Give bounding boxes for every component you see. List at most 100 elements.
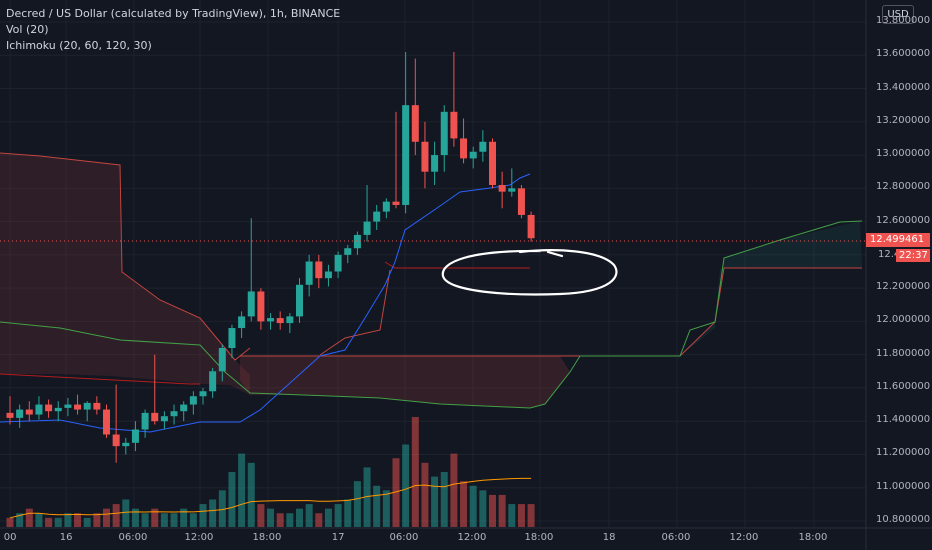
chart-legend: Decred / US Dollar (calculated by Tradin… [6,6,340,54]
volume-bar [363,467,371,527]
candle-body [218,348,226,372]
volume-bar [344,499,352,527]
candle-body [479,141,487,152]
candle [508,168,516,197]
volume-bar [450,453,458,527]
candle [517,185,525,219]
grid [0,0,866,528]
candle [440,105,448,172]
volume-bar [160,513,168,527]
time-axis-label: 18:00 [524,532,554,543]
volume-bar [6,517,14,527]
last-price-badge: 12.499461 [866,233,930,247]
span-a-line [0,220,863,409]
candle [382,198,390,219]
candle [199,387,207,405]
time-axis-label: 06:00 [389,532,419,543]
candle-body [189,396,197,405]
candle [421,121,429,189]
candle-body [392,201,400,205]
candle-body [54,407,62,412]
candle-body [315,261,323,279]
candle [353,231,361,255]
candle-body [440,111,448,156]
candle [392,111,400,209]
candle [122,437,130,455]
volume-bar [527,504,535,527]
time-axis-label: 18:00 [252,532,282,543]
candle-body [112,434,120,447]
candle [286,313,294,334]
volume-indicator-label[interactable]: Vol (20) [6,23,49,36]
volume-bar [286,513,294,527]
candle [103,404,110,438]
ichimoku-indicator-label[interactable]: Ichimoku (20, 60, 120, 30) [6,39,152,52]
candle [6,396,14,425]
candle [209,367,217,398]
price-axis-label: 13.000000 [876,148,931,160]
candle-body [498,185,506,192]
candle [112,384,120,463]
candle-body [402,105,410,205]
candle [324,264,332,287]
candle [267,313,275,330]
candle-body [460,138,468,159]
price-axis-label: 13.200000 [876,114,931,126]
candle-body [122,442,130,447]
lagging-line [319,269,391,356]
candle-body [296,284,303,317]
candle-body [411,105,419,142]
price-axis-label: 12.200000 [876,281,931,293]
candle-body [141,412,149,430]
candle-body [6,412,14,418]
candle [296,278,303,324]
candle [45,399,53,418]
candle [334,251,342,279]
candle [276,311,284,330]
candle [373,204,381,230]
candle-body [382,201,390,212]
volume-bar [402,444,410,527]
price-label-partial: 12.4 [878,249,901,260]
time-axis-label: 18 [602,532,616,543]
candle-body [508,188,516,192]
candle [450,51,458,147]
candle-body [324,271,332,279]
volume-bar [353,481,361,527]
symbol-title[interactable]: Decred / US Dollar (calculated by Tradin… [6,7,341,20]
candlesticks [6,51,535,463]
candle [189,391,197,415]
ellipse-annotation[interactable] [441,249,618,296]
candle [228,324,236,358]
volume-bar [238,453,246,527]
volume-bar [324,508,332,527]
time-axis-label: 18:00 [798,532,828,543]
candle [25,401,33,422]
volume-bar [247,462,255,527]
currency-button[interactable]: USD [882,5,914,24]
candle [363,185,371,242]
candle-body [517,188,525,215]
volume-bar [83,517,91,527]
bar-countdown-badge: 22:37 [896,249,930,262]
volume-bar [392,458,400,527]
candle [16,404,24,428]
candle [141,409,149,438]
candle-body [170,411,178,417]
candle-body [247,291,255,317]
candle-body [199,391,207,397]
volume-bar [25,508,33,527]
candle-body [334,254,342,272]
candle-body [103,409,110,435]
cloud-bullish-right [680,221,862,356]
candle-body [16,409,24,418]
volume-bar [421,462,429,527]
candle-body [64,404,72,408]
candle-body [228,328,236,349]
candle [238,311,246,339]
candle [54,401,62,422]
price-axis-label: 12.600000 [876,214,931,226]
candle [180,401,188,422]
price-axis-label: 12.000000 [876,314,931,326]
